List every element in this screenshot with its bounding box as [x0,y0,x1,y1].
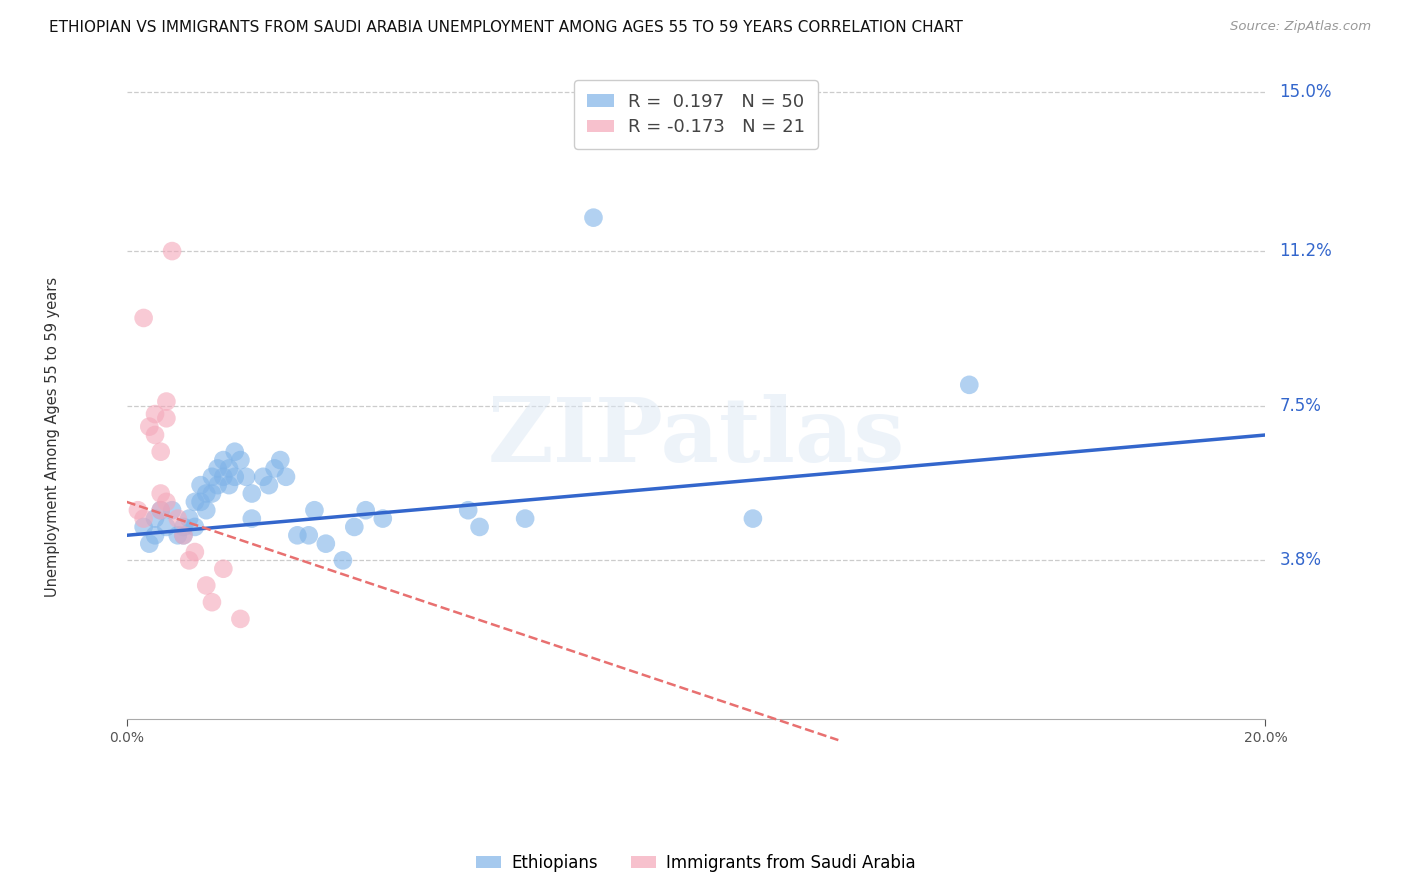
Point [132,511,155,525]
Point [184,520,207,534]
Point [179,511,201,525]
Point [172,528,194,542]
Text: Source: ZipAtlas.com: Source: ZipAtlas.com [1230,20,1371,33]
Point [149,503,172,517]
Point [252,470,274,484]
Point [143,528,166,542]
Point [207,461,229,475]
Point [160,244,183,258]
Point [166,528,188,542]
Point [229,453,252,467]
Point [515,511,537,525]
Point [155,495,177,509]
Point [172,520,194,534]
Text: 7.5%: 7.5% [1279,397,1322,415]
Point [179,553,201,567]
Point [172,528,194,542]
Point [354,503,377,517]
Legend: Ethiopians, Immigrants from Saudi Arabia: Ethiopians, Immigrants from Saudi Arabia [470,847,922,879]
Point [149,444,172,458]
Point [143,511,166,525]
Point [184,545,207,559]
Text: 3.8%: 3.8% [1279,551,1322,569]
Point [457,503,479,517]
Point [132,310,155,325]
Point [212,453,235,467]
Point [138,419,160,434]
Point [201,595,224,609]
Point [201,470,224,484]
Point [240,511,263,525]
Point [263,461,285,475]
Point [240,486,263,500]
Point [132,520,155,534]
Text: 15.0%: 15.0% [1279,83,1331,102]
Point [582,211,605,225]
Point [224,444,246,458]
Point [127,503,149,517]
Point [190,495,212,509]
Point [468,520,491,534]
Point [742,511,765,525]
Point [212,562,235,576]
Point [166,511,188,525]
Point [195,578,218,592]
Point [207,478,229,492]
Point [304,503,326,517]
Point [212,470,235,484]
Point [224,470,246,484]
Point [235,470,257,484]
Point [218,478,240,492]
Text: Unemployment Among Ages 55 to 59 years: Unemployment Among Ages 55 to 59 years [45,277,60,597]
Point [371,511,394,525]
Point [155,411,177,425]
Point [195,503,218,517]
Point [149,486,172,500]
Point [269,453,291,467]
Point [287,528,309,542]
Point [138,536,160,550]
Point [274,470,297,484]
Point [155,520,177,534]
Point [195,486,218,500]
Point [343,520,366,534]
Point [143,428,166,442]
Point [957,377,980,392]
Point [257,478,280,492]
Point [155,394,177,409]
Point [315,536,337,550]
Point [160,503,183,517]
Point [218,461,240,475]
Point [190,478,212,492]
Point [298,528,321,542]
Text: ZIPatlas: ZIPatlas [488,393,904,481]
Point [184,495,207,509]
Point [229,612,252,626]
Text: 11.2%: 11.2% [1279,242,1331,260]
Point [201,486,224,500]
Point [149,503,172,517]
Text: ETHIOPIAN VS IMMIGRANTS FROM SAUDI ARABIA UNEMPLOYMENT AMONG AGES 55 TO 59 YEARS: ETHIOPIAN VS IMMIGRANTS FROM SAUDI ARABI… [49,20,963,35]
Point [143,407,166,421]
Point [332,553,354,567]
